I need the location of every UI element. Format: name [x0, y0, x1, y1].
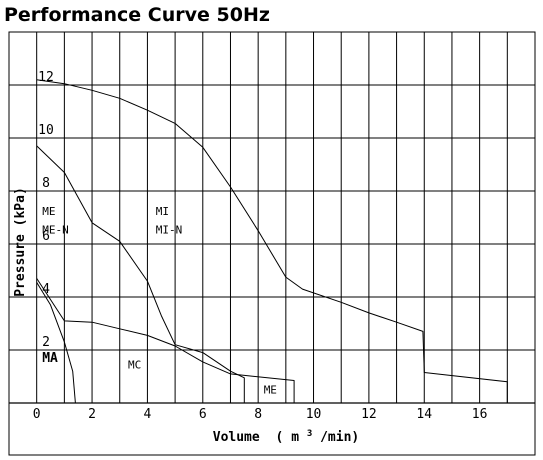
y-tick-label: 8 [42, 176, 50, 191]
annotation-label: ME-N [42, 223, 69, 236]
annotation-label: MI [156, 205, 169, 218]
annotation-layer: ME ME-N MI MI-N MA MC ME [42, 205, 277, 397]
x-tick-label: 0 [33, 407, 41, 422]
x-tick-label: 10 [306, 407, 322, 422]
x-axis-label-main: Volume [213, 430, 260, 445]
annotation-label: MI-N [156, 223, 183, 236]
x-axis-label-unit-close: /min) [320, 430, 359, 445]
annotation-label: ME [42, 205, 55, 218]
tick-labels: 0 2 4 6 8 10 12 14 16 2 4 6 8 10 12 [33, 70, 488, 422]
annotation-label: ME [264, 384, 277, 397]
x-tick-label: 8 [254, 407, 262, 422]
x-tick-label: 6 [199, 407, 207, 422]
y-tick-label: 2 [42, 335, 50, 350]
annotation-label: MC [128, 359, 141, 372]
x-tick-label: 16 [472, 407, 488, 422]
x-tick-label: 14 [416, 407, 432, 422]
grid-layer [8, 31, 536, 404]
series-line-mi-mi-n [36, 79, 508, 403]
y-tick-label: 4 [42, 282, 50, 297]
series-layer [36, 79, 508, 404]
x-axis-label-unit-sup: 3 [307, 429, 312, 439]
chart-title: Performance Curve 50Hz [4, 4, 270, 26]
x-tick-label: 4 [144, 407, 152, 422]
series-line-ma [36, 282, 76, 404]
series-line-mc [36, 278, 295, 403]
x-tick-label: 2 [88, 407, 96, 422]
x-tick-label: 12 [361, 407, 377, 422]
y-axis-label: Pressure (kPa) [13, 187, 28, 297]
x-axis-label-unit-open: ( m [276, 430, 300, 445]
y-tick-label: 10 [38, 123, 54, 138]
x-axis-label: Volume ( m 3 /min) [213, 425, 360, 445]
y-tick-label: 12 [38, 70, 54, 85]
series-line-me-me-n [36, 145, 245, 403]
y-tick-label: 6 [42, 229, 50, 244]
annotation-label: MA [42, 351, 58, 366]
